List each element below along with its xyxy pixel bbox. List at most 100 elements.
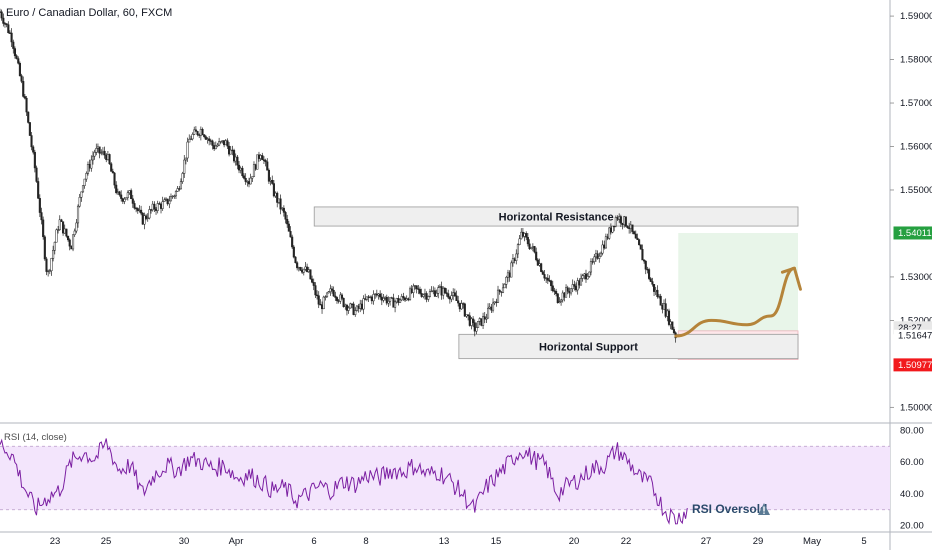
candle-body bbox=[410, 288, 413, 293]
candle-body bbox=[513, 258, 516, 261]
candle-body bbox=[540, 263, 543, 272]
candle-body bbox=[603, 244, 606, 249]
candle-body bbox=[216, 144, 219, 147]
candle-body bbox=[423, 293, 427, 295]
candle-body bbox=[65, 228, 68, 237]
candle-body bbox=[526, 237, 529, 245]
candle-body bbox=[648, 269, 651, 279]
warning-icon bbox=[758, 503, 770, 515]
candle-body bbox=[347, 307, 350, 311]
candle-body bbox=[638, 239, 641, 245]
target-zone bbox=[678, 233, 798, 331]
x-tick-label: 20 bbox=[569, 536, 580, 547]
candle-body bbox=[48, 270, 51, 272]
candle-body bbox=[581, 275, 584, 279]
candle-body bbox=[654, 289, 657, 292]
x-tick-label: Apr bbox=[229, 536, 244, 547]
candle-body bbox=[375, 293, 378, 296]
candle-body bbox=[116, 191, 119, 194]
candle-body bbox=[372, 294, 375, 302]
candle-body bbox=[221, 140, 224, 142]
chart-layer-forecast bbox=[674, 266, 802, 338]
candle-body bbox=[624, 216, 627, 227]
candle-body bbox=[342, 297, 345, 307]
candle-body bbox=[252, 164, 256, 177]
candle-body bbox=[136, 208, 139, 211]
candle-body bbox=[7, 24, 10, 34]
candle-body bbox=[380, 296, 383, 301]
candle-body bbox=[96, 146, 99, 149]
candle-body bbox=[60, 219, 63, 222]
candle-body bbox=[609, 227, 612, 233]
candle-body bbox=[33, 151, 36, 169]
candle-body bbox=[337, 300, 340, 302]
candle-body bbox=[307, 269, 310, 272]
candle-body bbox=[482, 316, 485, 326]
candle-body bbox=[304, 266, 307, 270]
candle-body bbox=[633, 231, 636, 235]
candle-body bbox=[528, 243, 531, 250]
candle-body bbox=[616, 217, 619, 220]
candle-body bbox=[296, 262, 299, 269]
candle-body bbox=[35, 167, 38, 182]
candle-body bbox=[196, 131, 199, 135]
candle-body bbox=[291, 236, 294, 248]
x-tick-label: 27 bbox=[701, 536, 712, 547]
candle-body bbox=[101, 150, 104, 153]
candle-body bbox=[10, 32, 13, 43]
candle-body bbox=[355, 305, 358, 311]
candle-body bbox=[83, 178, 86, 186]
candle-body bbox=[666, 310, 669, 317]
candle-body bbox=[135, 207, 138, 210]
candle-body bbox=[392, 297, 395, 308]
candle-body bbox=[629, 224, 632, 229]
candle-body bbox=[322, 296, 325, 310]
candle-body bbox=[570, 288, 573, 294]
candle-body bbox=[334, 295, 337, 298]
candle-body bbox=[199, 129, 202, 136]
candle-body bbox=[374, 293, 377, 295]
candle-body bbox=[596, 253, 599, 259]
candle-body bbox=[520, 231, 523, 240]
candle-body bbox=[103, 150, 106, 156]
candle-body bbox=[485, 317, 488, 320]
candle-body bbox=[204, 136, 207, 140]
candle-body bbox=[412, 285, 415, 293]
candle-body bbox=[470, 318, 473, 326]
candle-body bbox=[614, 217, 617, 227]
y-tick-label: 1.50000 bbox=[900, 402, 932, 413]
candle-body bbox=[246, 181, 249, 183]
candle-body bbox=[25, 97, 28, 113]
candle-body bbox=[472, 318, 475, 323]
candle-body bbox=[382, 298, 385, 301]
candle-body bbox=[588, 271, 591, 277]
candle-body bbox=[287, 223, 290, 232]
candle-body bbox=[209, 140, 212, 142]
candle-body bbox=[45, 258, 48, 272]
candle-body bbox=[649, 278, 652, 282]
candle-body bbox=[166, 198, 169, 205]
candle-body bbox=[422, 294, 425, 297]
candle-body bbox=[277, 198, 280, 203]
candle-body bbox=[218, 141, 221, 146]
y-tick-label: 1.55000 bbox=[900, 185, 932, 196]
candle-body bbox=[234, 156, 237, 162]
candle-body bbox=[50, 258, 53, 272]
candle-body bbox=[364, 298, 367, 300]
candle-body bbox=[657, 295, 661, 298]
candle-body bbox=[98, 146, 101, 154]
candle-body bbox=[558, 301, 561, 303]
candle-body bbox=[38, 198, 41, 213]
candle-body bbox=[226, 140, 229, 147]
candle-body bbox=[257, 154, 261, 159]
candle-body bbox=[362, 298, 365, 310]
candle-body bbox=[604, 236, 607, 249]
candle-body bbox=[183, 159, 186, 174]
candle-body bbox=[589, 261, 593, 273]
candle-body bbox=[319, 304, 322, 306]
candle-body bbox=[438, 286, 441, 288]
candle-body bbox=[161, 201, 164, 209]
candle-body bbox=[515, 253, 518, 261]
candle-body bbox=[405, 298, 408, 301]
candle-body bbox=[510, 262, 513, 278]
